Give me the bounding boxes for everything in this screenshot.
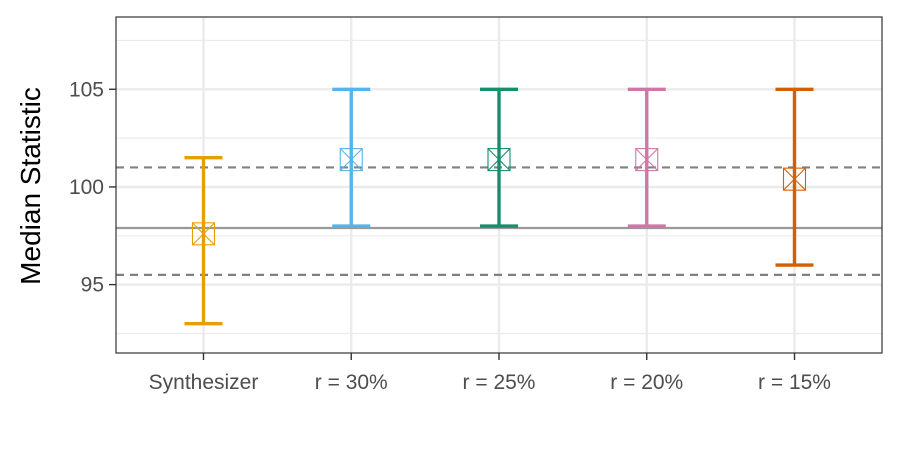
median-marker bbox=[635, 148, 659, 172]
errorbar-r-20- bbox=[627, 87, 666, 228]
median-marker bbox=[782, 167, 807, 191]
x-tick-label: r = 25% bbox=[463, 371, 536, 394]
y-axis: 95 100 105 bbox=[69, 78, 116, 297]
y-tick-label: 105 bbox=[69, 78, 104, 101]
errorbar-r-25- bbox=[480, 87, 518, 228]
median-marker-box bbox=[782, 167, 807, 191]
x-tick-label: r = 30% bbox=[315, 371, 388, 394]
median-marker bbox=[191, 222, 216, 246]
x-axis: Synthesizer r = 30% r = 25% r = 20% r = 15% bbox=[149, 353, 831, 394]
median-marker-cross bbox=[487, 148, 511, 171]
median-marker-box bbox=[191, 222, 216, 246]
median-marker-box bbox=[487, 148, 511, 172]
x-tick-label: r = 15% bbox=[758, 371, 831, 394]
errorbar-r-30- bbox=[332, 87, 371, 228]
median-marker-cross bbox=[192, 222, 215, 246]
y-tick-label: 95 bbox=[81, 274, 104, 297]
errorbar-r-15- bbox=[775, 87, 814, 267]
median-marker-box bbox=[635, 148, 659, 172]
y-axis-title: Median Statistic bbox=[15, 87, 46, 285]
error-bars bbox=[184, 87, 814, 326]
median-marker-cross bbox=[783, 167, 806, 191]
median-marker bbox=[339, 148, 363, 172]
median-marker bbox=[487, 148, 511, 172]
x-tick-label: Synthesizer bbox=[149, 371, 259, 394]
errorbar-synthesizer bbox=[184, 155, 223, 326]
median-marker-cross bbox=[339, 148, 363, 171]
y-tick-label: 100 bbox=[69, 176, 104, 199]
median-marker-box bbox=[339, 148, 363, 172]
median-marker-cross bbox=[635, 148, 659, 171]
x-tick-label: r = 20% bbox=[610, 371, 683, 394]
